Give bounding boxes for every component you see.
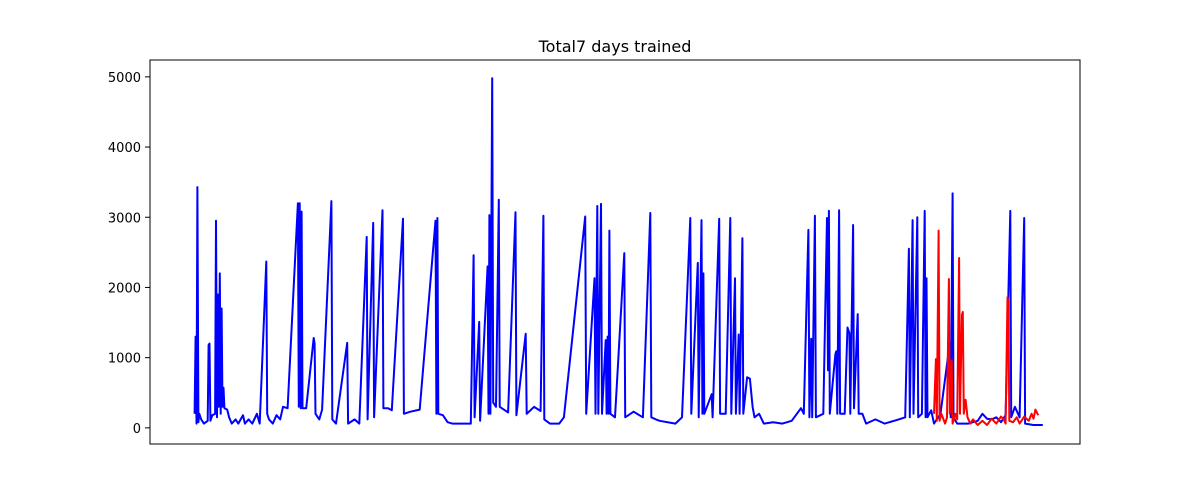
plot-frame <box>149 59 1081 445</box>
y-axis-ticks: 0 1000 2000 3000 4000 5000 <box>108 71 150 437</box>
y-tick-label: 5000 <box>108 71 141 86</box>
series-line-1 <box>933 229 1040 426</box>
y-tick-label: 3000 <box>108 211 141 226</box>
y-tick-label: 0 <box>133 422 141 437</box>
y-tick-label: 4000 <box>108 141 141 156</box>
y-tick-label: 2000 <box>108 281 141 296</box>
chart-title: Total7 days trained <box>538 37 692 56</box>
series-layer <box>193 77 1043 426</box>
y-tick-label: 1000 <box>108 352 141 367</box>
series-line-0 <box>193 77 1043 426</box>
